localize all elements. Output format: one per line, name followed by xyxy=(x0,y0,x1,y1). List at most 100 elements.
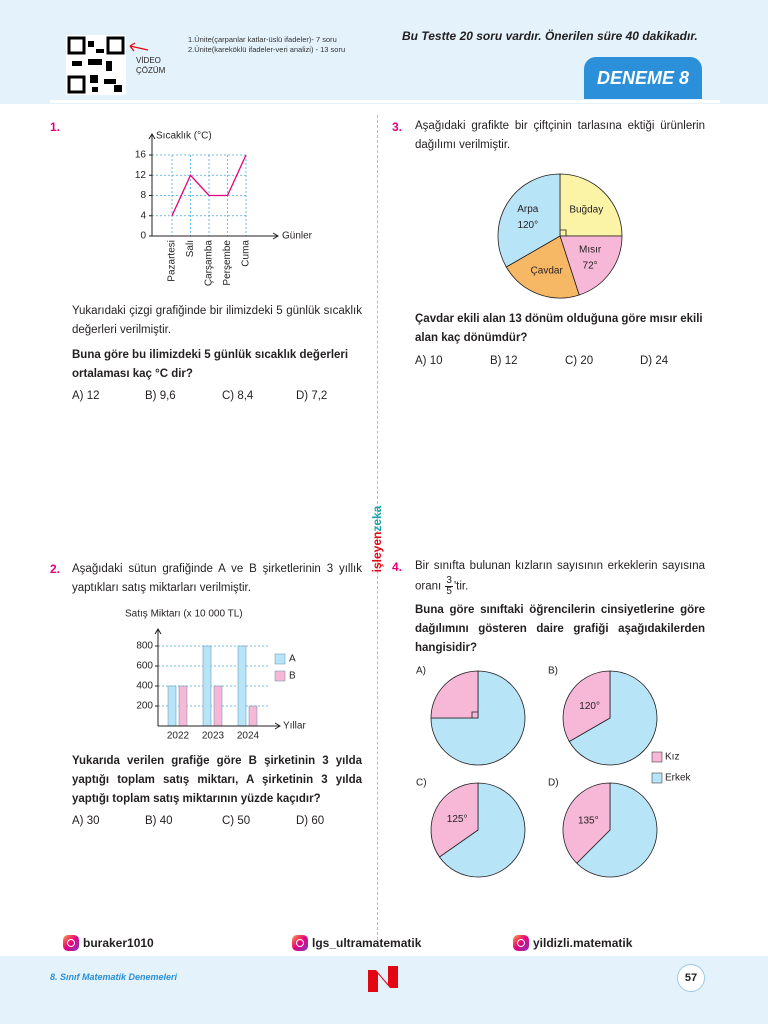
pie-slice xyxy=(559,235,623,296)
bar xyxy=(202,645,212,727)
x-axis-label: Yıllar xyxy=(283,721,306,732)
instagram-icon xyxy=(63,935,79,951)
option[interactable]: B) 12 xyxy=(490,355,518,367)
question-number: 3. xyxy=(392,120,403,134)
slice-label: Arpa xyxy=(517,204,539,215)
slice-value-label: 120° xyxy=(579,701,600,712)
question-text: Aşağıdaki sütun grafiğinde A ve B şirket… xyxy=(72,563,362,594)
intro: Bir sınıfta bulunan kızların sayısının e… xyxy=(415,560,705,593)
slice-label: Buğday xyxy=(569,204,603,215)
slice-value-label: 72° xyxy=(583,261,598,272)
option-label: D) xyxy=(548,778,559,789)
legend-swatch xyxy=(651,751,663,763)
option[interactable]: C) 20 xyxy=(565,355,594,367)
x-tick-label: Çarşamba xyxy=(204,240,215,287)
x-axis-label: Günler xyxy=(282,231,313,242)
notice: Bu Testte 20 soru vardır. Önerilen süre … xyxy=(402,29,698,43)
y-tick-label: 200 xyxy=(136,701,153,712)
question-prompt: Çavdar ekili alan 13 dönüm olduğuna göre… xyxy=(415,313,703,344)
question-text: Bir sınıfta bulunan kızların sayısının e… xyxy=(415,557,705,597)
social-handle: buraker1010 xyxy=(83,936,154,950)
question-prompt: Yukarıda verilen grafiğe göre B şirketin… xyxy=(72,755,362,805)
bar-chart: 200 400 600 800 AB 2022 2023 2024 Satış Miktarı … xyxy=(125,609,306,742)
slice-label: Çavdar xyxy=(531,265,564,276)
pie-slice xyxy=(576,782,658,878)
x-tick-label: Pazartesi xyxy=(167,240,178,282)
y-tick-label: 0 xyxy=(140,231,146,242)
legend-label: Kız xyxy=(665,752,679,763)
bar xyxy=(178,685,188,727)
pie-slice xyxy=(430,782,479,858)
pie-chart: Buğday Mısır 72° Çavdar Arpa 120° xyxy=(497,173,623,299)
pie-slice xyxy=(438,782,526,878)
series-name: 8. Sınıf Matematik Denemeleri xyxy=(50,972,178,982)
axis-arrow xyxy=(272,232,279,240)
x-tick-label: Cuma xyxy=(241,240,252,267)
unit-line: 1.Ünite(çarpanlar katlar-üslü ifadeler)-… xyxy=(188,35,337,44)
qr-arrow xyxy=(129,42,149,52)
slice-value-label: 135° xyxy=(578,816,599,827)
axis-arrow xyxy=(274,722,281,730)
legend-swatch xyxy=(651,772,663,784)
option[interactable]: D) 7,2 xyxy=(296,390,328,402)
intro-end: 'tir. xyxy=(453,580,469,593)
axis-arrow xyxy=(154,628,162,635)
social[interactable]: lgs_ultramatematik xyxy=(292,935,421,951)
y-tick-label: 4 xyxy=(140,210,146,221)
line-chart: Pazartesi Salı Çarşamba Perşembe Cuma 0 4 8 12 16… xyxy=(135,131,313,287)
qr-caption: VİDEO ÇÖZÜM xyxy=(136,56,165,76)
question-text: Aşağıdaki grafikte bir çiftçinin tarlası… xyxy=(415,120,705,151)
option-label: B) xyxy=(548,666,558,677)
y-tick-label: 800 xyxy=(136,641,153,652)
pie-slice xyxy=(497,173,561,268)
x-tick-label: 2022 xyxy=(167,731,190,742)
pie-slice xyxy=(562,670,611,743)
option[interactable]: A) 30 xyxy=(72,815,100,827)
question-prompt: Buna göre sınıftaki öğrencilerin cinsiye… xyxy=(415,604,705,654)
option[interactable]: A) 12 xyxy=(72,390,100,402)
social[interactable]: yildizli.matematik xyxy=(513,935,632,951)
legend-label: Erkek xyxy=(665,773,692,784)
bar xyxy=(213,685,223,727)
axis-arrow xyxy=(148,133,156,140)
brand: işleyenzeka xyxy=(370,499,384,579)
legend-swatch xyxy=(274,670,286,682)
legend-label: B xyxy=(289,671,296,682)
page-number: 57 xyxy=(677,964,705,992)
header-line xyxy=(50,100,720,103)
social[interactable]: buraker1010 xyxy=(63,935,154,951)
pie-options: A) B) 120° C) 125° D) 135° Kız Erkek xyxy=(416,666,692,878)
bar xyxy=(248,705,258,727)
option[interactable]: C) 50 xyxy=(222,815,251,827)
brand-part: zeka xyxy=(370,505,384,532)
pie-slice xyxy=(568,670,658,766)
option[interactable]: B) 40 xyxy=(145,815,173,827)
bar xyxy=(237,645,247,727)
x-tick-label: Perşembe xyxy=(222,240,233,286)
option[interactable]: B) 9,6 xyxy=(145,390,176,402)
qr-caption-line: VİDEO xyxy=(136,56,161,65)
option[interactable]: D) 60 xyxy=(296,815,325,827)
qr-code xyxy=(66,35,126,95)
question-text: Yukarıdaki çizgi grafiğinde bir ilimizde… xyxy=(72,305,362,336)
instagram-icon xyxy=(292,935,308,951)
y-tick-label: 400 xyxy=(136,681,153,692)
slice-label: Mısır xyxy=(579,245,602,256)
denominator: 5 xyxy=(446,586,452,597)
question-number: 1. xyxy=(50,120,61,134)
option[interactable]: C) 8,4 xyxy=(222,390,254,402)
y-axis-label: Satış Miktarı (x 10 000 TL) xyxy=(125,609,243,620)
x-tick-label: 2023 xyxy=(202,731,225,742)
question-prompt: Buna göre bu ilimizdeki 5 günlük sıcaklı… xyxy=(72,349,349,380)
right-angle xyxy=(471,711,478,718)
question-number: 4. xyxy=(392,560,403,574)
option[interactable]: A) 10 xyxy=(415,355,443,367)
option[interactable]: D) 24 xyxy=(640,355,669,367)
pie-slice xyxy=(430,670,479,719)
x-tick-label: 2024 xyxy=(237,731,260,742)
social-handle: yildizli.matematik xyxy=(533,936,633,950)
pie-slice xyxy=(562,782,611,864)
x-tick-label: Salı xyxy=(185,240,196,257)
